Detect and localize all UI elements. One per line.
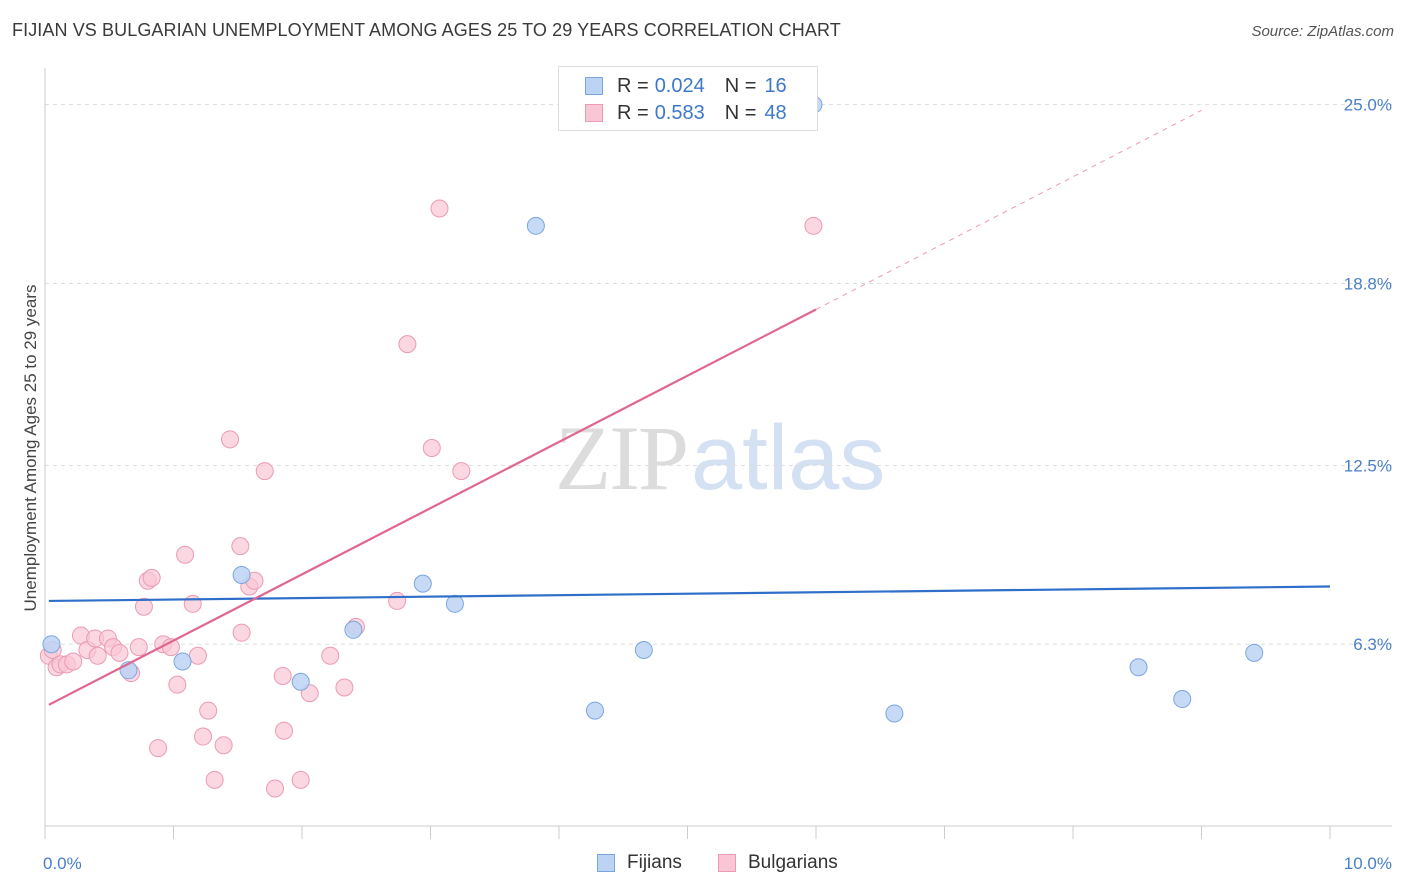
bulgarian-point — [149, 739, 168, 758]
fijian-point — [526, 216, 545, 235]
bulgarian-point — [335, 678, 354, 697]
fijian-trend-line — [48, 585, 1331, 603]
y-tick-label: 18.8% — [1344, 275, 1392, 294]
series-label-bulgarians: Bulgarians — [748, 852, 838, 873]
bulgarian-point — [232, 623, 251, 642]
bulgarian-point — [205, 770, 224, 789]
series-swatch-fijians — [597, 854, 615, 872]
bulgarian-point — [388, 591, 407, 610]
series-swatch-bulgarians — [718, 854, 736, 872]
watermark-atlas: atlas — [691, 407, 886, 509]
y-axis-label: Unemployment Among Ages 25 to 29 years — [21, 285, 40, 612]
y-tick-label: 25.0% — [1344, 96, 1392, 115]
fijian-point — [1173, 690, 1192, 709]
bulgarian-point — [183, 594, 202, 613]
fijian-point — [291, 672, 310, 691]
fijian-point — [634, 640, 653, 659]
legend-n-label-bulgarians: N = — [724, 101, 757, 124]
chart-title: FIJIAN VS BULGARIAN UNEMPLOYMENT AMONG A… — [12, 20, 841, 40]
bulgarian-point — [452, 462, 471, 481]
series-label-fijians: Fijians — [627, 852, 682, 873]
bulgarian-point — [176, 545, 195, 564]
bulgarian-point — [129, 638, 148, 657]
legend-r-label-fijians: R = — [617, 74, 649, 97]
bulgarian-point — [194, 727, 213, 746]
x-tick-label: 0.0% — [43, 854, 82, 873]
legend-r-value-bulgarians: 0.583 — [654, 101, 705, 124]
bulgarian-point — [110, 643, 129, 662]
bulgarian-point — [142, 568, 161, 587]
watermark: ZIPatlas — [555, 405, 885, 511]
legend-row-bulgarians: R = 0.583 N = 48 — [585, 100, 787, 126]
fijian-point — [344, 620, 363, 639]
fijian-point — [232, 565, 251, 584]
fijian-point — [585, 701, 604, 720]
fijian-point — [885, 704, 904, 723]
y-tick-label: 12.5% — [1344, 456, 1392, 475]
bulgarian-point — [321, 646, 340, 665]
bulgarian-point — [231, 537, 250, 556]
fijian-point — [445, 594, 464, 613]
bulgarian-point — [134, 597, 153, 616]
legend-r-value-fijians: 0.024 — [654, 74, 705, 97]
fijian-point — [1129, 658, 1148, 677]
legend-row-fijians: R = 0.024 N = 16 — [585, 73, 787, 99]
bulgarian-point — [221, 430, 240, 449]
legend-n-value-fijians: 16 — [764, 74, 787, 97]
bulgarian-point — [199, 701, 218, 720]
bulgarian-point — [255, 462, 274, 481]
fijian-point — [173, 652, 192, 671]
bulgarian-point — [804, 216, 823, 235]
fijian-point — [413, 574, 432, 593]
legend-n-label-fijians: N = — [724, 74, 757, 97]
bulgarian-point — [430, 199, 449, 218]
correlation-legend: R = 0.024 N = 16 R = 0.583 N = 48 — [558, 66, 818, 131]
bulgarian-point — [275, 721, 294, 740]
y-tick-label: 6.3% — [1353, 635, 1392, 654]
bulgarian-point — [266, 779, 285, 798]
bulgarian-trend-line — [48, 308, 817, 706]
series-legend-bulgarians: Bulgarians — [718, 852, 838, 874]
legend-swatch-fijians — [585, 77, 603, 95]
watermark-zip: ZIP — [555, 407, 689, 509]
legend-swatch-bulgarians — [585, 104, 603, 122]
bulgarian-point — [168, 675, 187, 694]
series-legend-fijians: Fijians — [597, 852, 682, 874]
bulgarian-point — [188, 646, 207, 665]
bulgarian-point — [214, 736, 233, 755]
bulgarian-point — [291, 770, 310, 789]
fijian-point — [1245, 643, 1264, 662]
x-tick-label: 10.0% — [1344, 854, 1392, 873]
bulgarian-point — [273, 666, 292, 685]
bulgarian-point — [422, 439, 441, 457]
bulgarian-point — [64, 652, 83, 671]
series-legend: Fijians Bulgarians — [0, 852, 1406, 878]
bulgarian-point — [88, 646, 107, 665]
bulgarian-point — [398, 335, 417, 354]
bulgarian-trend-extension — [815, 109, 1202, 310]
legend-r-label-bulgarians: R = — [617, 101, 649, 124]
legend-n-value-bulgarians: 48 — [764, 101, 787, 124]
source-label: Source: ZipAtlas.com — [1251, 23, 1394, 40]
fijian-point — [42, 635, 61, 654]
